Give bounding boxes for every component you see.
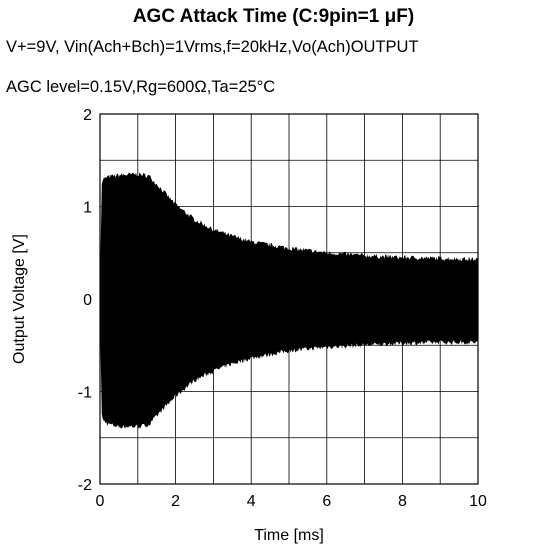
y-tick-label: -1 (78, 385, 92, 402)
y-tick-label: 2 (83, 107, 92, 124)
x-tick-label: 6 (322, 493, 331, 510)
y-tick-label: 1 (83, 200, 92, 217)
chart-conditions: AGC level=0.15V,Rg=600Ω,Ta=25°C (6, 78, 276, 96)
signal-envelope (100, 172, 478, 429)
chart-subtitle: V+=9V, Vin(Ach+Bch)=1Vrms,f=20kHz,Vo(Ach… (6, 38, 419, 56)
x-tick-labels: 0 2 4 6 8 10 (96, 493, 487, 510)
plot-frame (99, 113, 479, 485)
y-tick-labels: 2 1 0 -1 -2 (78, 107, 92, 494)
x-tick-label: 10 (469, 493, 487, 510)
chart-title: AGC Attack Time (C:9pin=1 μF) (132, 6, 415, 27)
y-axis-label: Output Voltage [V] (11, 234, 28, 364)
x-tick-label: 2 (171, 493, 180, 510)
x-tick-label: 4 (247, 493, 256, 510)
x-axis-label: Time [ms] (254, 527, 324, 544)
x-tick-label: 8 (398, 493, 407, 510)
y-tick-label: -2 (78, 477, 92, 494)
y-tick-label: 0 (83, 292, 92, 309)
x-tick-label: 0 (96, 493, 105, 510)
